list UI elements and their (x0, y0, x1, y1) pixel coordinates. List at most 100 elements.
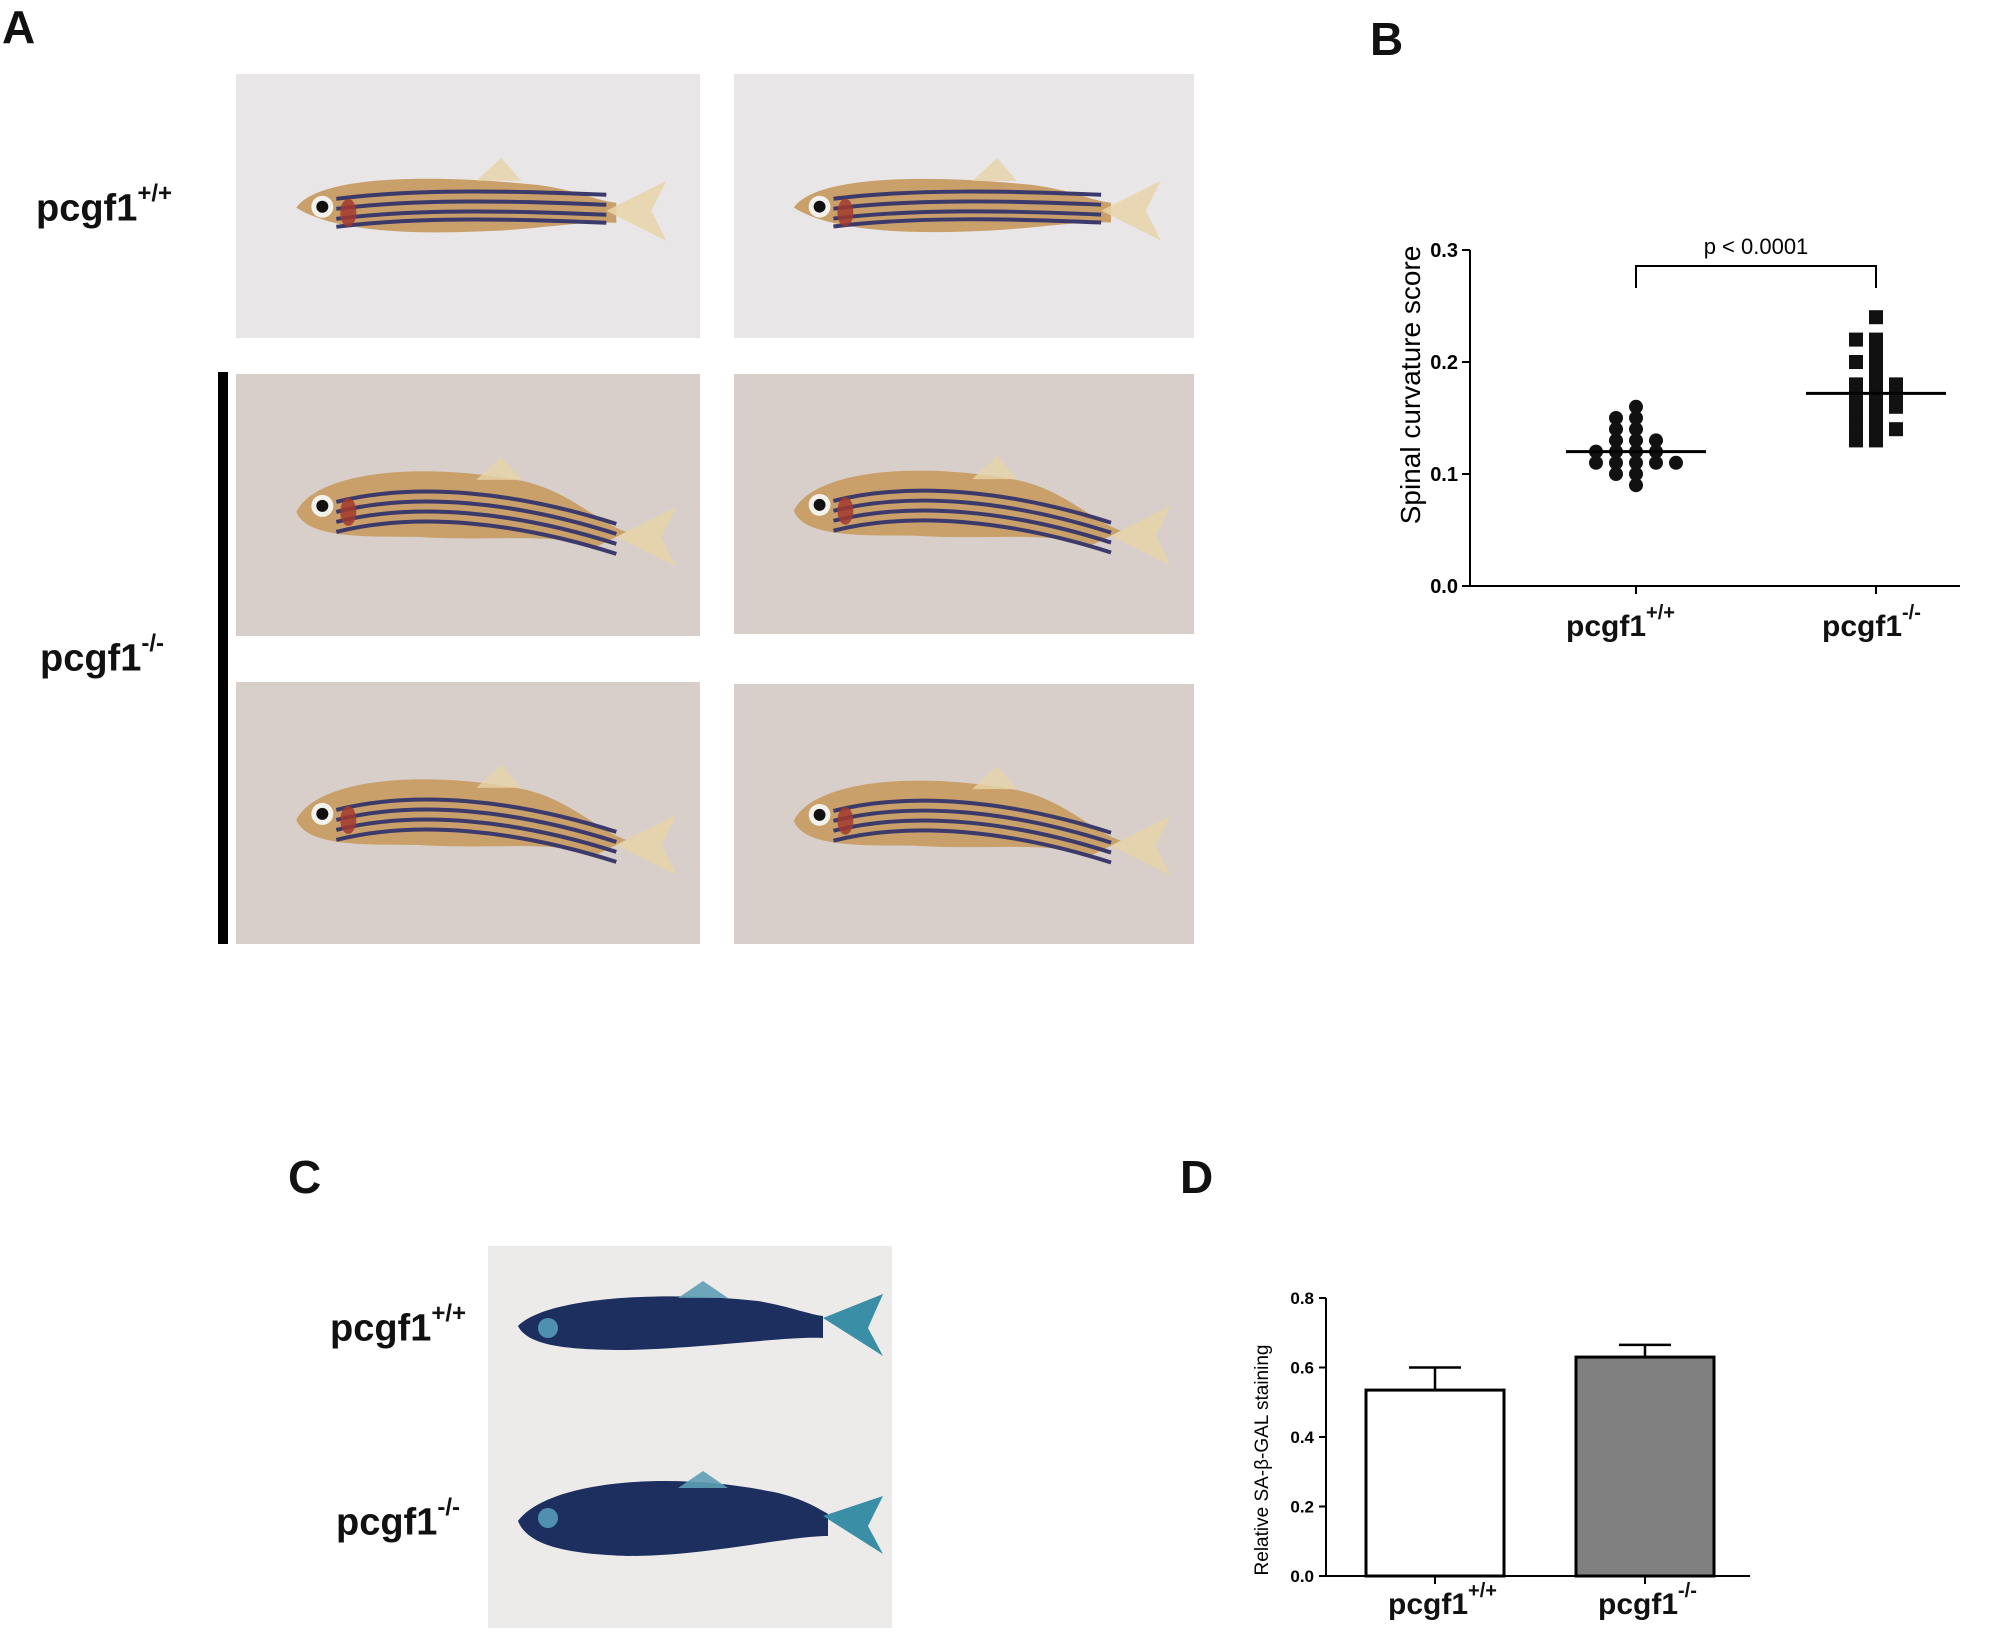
fish-stripe (833, 217, 1102, 229)
genotype-sup: +/+ (1646, 602, 1675, 624)
data-point (1849, 422, 1863, 437)
data-point (1869, 411, 1883, 425)
genotype-base: pcgf1 (330, 1307, 432, 1350)
data-point (1649, 433, 1663, 448)
fish-photo-ko-4 (734, 684, 1194, 944)
genotype-base: pcgf1 (1388, 1588, 1469, 1621)
stained-fish-ko (518, 1471, 883, 1556)
panel-label-b: B (1370, 13, 1404, 65)
stained-fish-wt (518, 1281, 883, 1356)
fish-stripe (832, 808, 1112, 845)
tail-fin (823, 1496, 883, 1554)
genotype-base: pcgf1 (1598, 1588, 1679, 1621)
y-tick-label: 0.1 (1430, 464, 1458, 486)
dorsal-fin (476, 456, 522, 480)
spinal-curvature-chart: 0.0 0.1 0.2 0.3 Spinal curvature score p < … (1395, 234, 1960, 598)
data-point (1869, 377, 1883, 392)
tail-fin (616, 506, 677, 567)
sa-beta-gal-chart: 0.0 0.2 0.4 0.6 0.8 Relative SA-β-GAL staini… (1252, 1289, 1750, 1586)
dorsal-fin (476, 764, 522, 788)
fish-stripe (335, 499, 617, 536)
y-tick-label: 0.2 (1430, 352, 1458, 374)
fish-gill (340, 805, 357, 834)
fish-stripe (335, 797, 617, 834)
y-tick-label: 0.0 (1430, 576, 1458, 598)
genotype-sup: -/- (1678, 1580, 1697, 1602)
data-point (1869, 310, 1883, 325)
p-value-annotation: p < 0.0001 (1704, 234, 1809, 259)
fish-eye (538, 1318, 558, 1338)
fish-stripe (833, 199, 1102, 211)
bar (1364, 1388, 1506, 1578)
fish-stripe (832, 518, 1112, 555)
data-point (1629, 433, 1643, 448)
data-point (1629, 411, 1643, 425)
fish-pupil (813, 808, 826, 821)
genotype-sup: -/- (1902, 602, 1921, 624)
panel-label-d: D (1180, 1151, 1214, 1203)
y-axis-label: Spinal curvature score (1395, 246, 1426, 525)
data-point (1589, 455, 1603, 470)
genotype-sup: +/+ (137, 180, 173, 207)
fish-stripe (336, 209, 607, 221)
fish-photo-ko-1 (236, 374, 700, 636)
data-point (1669, 455, 1683, 470)
data-point (1609, 455, 1623, 470)
zebrafish (793, 158, 1161, 241)
genotype-sup: -/- (141, 630, 165, 657)
genotype-base: pcgf1 (1822, 610, 1903, 643)
x-tick-label-wt: pcgf1+/+ (1388, 1580, 1497, 1622)
fish-body (793, 470, 1121, 546)
fish-gill (837, 806, 854, 835)
data-point (1849, 332, 1863, 347)
data-point (1869, 355, 1883, 369)
genotype-label-ko: pcgf1-/- (336, 1494, 460, 1545)
x-tick-label-ko: pcgf1-/- (1822, 602, 1921, 644)
fish-photo-wt-1 (236, 74, 700, 338)
fish-pupil (813, 200, 826, 213)
y-tick-label: 0.2 (1290, 1498, 1314, 1517)
zebrafish (296, 456, 677, 567)
genotype-base: pcgf1 (1566, 610, 1647, 643)
data-point (1889, 377, 1903, 392)
fish-gill (340, 198, 357, 227)
fish-photo-wt-2 (734, 74, 1194, 338)
data-point (1629, 422, 1643, 437)
dorsal-fin (476, 157, 522, 181)
tail-fin (616, 814, 677, 875)
fish-stripe (832, 828, 1112, 865)
fish-stripe (335, 827, 617, 864)
fish-gill (340, 497, 357, 526)
data-point (1849, 411, 1863, 425)
y-axis-label: Relative SA-β-GAL staining (1252, 1345, 1273, 1576)
fish-pupil (316, 499, 329, 512)
data-point (1869, 366, 1883, 381)
data-point (1629, 399, 1643, 414)
fish-stripe (335, 817, 617, 854)
dorsal-fin (678, 1471, 728, 1488)
stained-fish-photo (488, 1246, 892, 1628)
x-tick-label-ko: pcgf1-/- (1598, 1580, 1697, 1622)
tail-fin (1111, 815, 1171, 876)
genotype-base: pcgf1 (40, 637, 142, 680)
genotype-base: pcgf1 (36, 187, 138, 230)
y-tick-label: 0.4 (1290, 1428, 1314, 1447)
data-point (1609, 422, 1623, 437)
data-point (1869, 332, 1883, 347)
fish-stripe (833, 189, 1102, 201)
fish-body (518, 1481, 828, 1556)
dorsal-fin (678, 1281, 728, 1298)
genotype-label-wt: pcgf1+/+ (36, 180, 172, 231)
tail-fin (606, 180, 667, 241)
zebrafish (793, 766, 1171, 876)
y-tick-label: 0.0 (1290, 1567, 1314, 1586)
zebrafish (296, 157, 667, 241)
fish-stripe (832, 798, 1112, 835)
data-point (1849, 355, 1863, 369)
genotype-label-ko: pcgf1-/- (40, 630, 164, 681)
tail-fin (823, 1294, 883, 1356)
chart-b-axes: 0.0 0.1 0.2 0.3 (1430, 240, 1960, 598)
fish-stripe (336, 217, 607, 229)
data-point (1629, 467, 1643, 481)
fish-photo-ko-2 (734, 374, 1194, 634)
